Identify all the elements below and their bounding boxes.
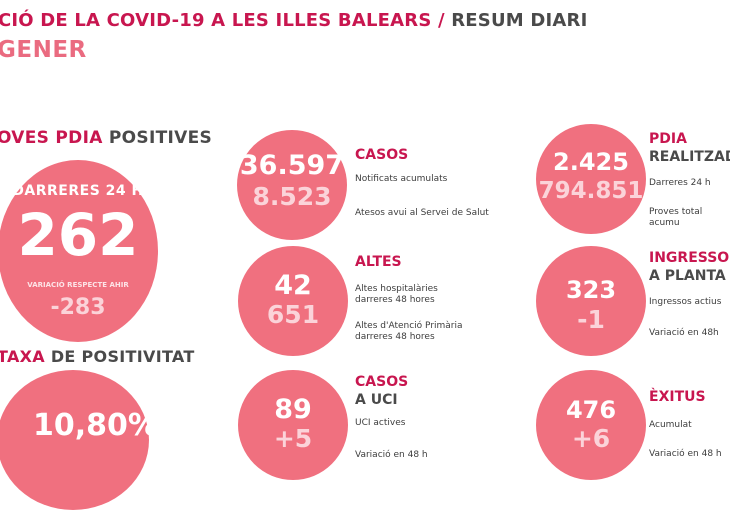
proves-value: 262: [17, 201, 139, 269]
casos-circle: 36.597 8.523: [237, 130, 347, 240]
pdia-title-line-2: REALITZAD: [649, 149, 730, 165]
proves-title: OVES PDIA POSITIVES: [0, 128, 212, 148]
altes-value-main: 42: [274, 270, 312, 301]
altes-label-1: Altes hospitalàries darreres 48 hores: [355, 284, 438, 306]
proves-title-sub: POSITIVES: [102, 128, 213, 148]
ingressos-circle: 323 -1: [536, 246, 646, 356]
proves-period: DARRERES 24 H: [12, 183, 144, 199]
casos-label-2: Atesos avui al Servei de Salut: [355, 208, 489, 218]
taxa-title: TAXA DE POSITIVITAT: [0, 347, 195, 366]
altes-label-2-line-1: Altes d'Atenció Primària: [355, 321, 463, 331]
proves-variation-label: VARIACIÓ RESPECTE AHIR: [27, 281, 129, 289]
exitus-title: ÈXITUS: [649, 389, 706, 405]
pdia-title: PDIA REALITZAD: [649, 130, 730, 166]
ingressos-value-main: 323: [565, 276, 617, 304]
exitus-circle: 476 +6: [536, 370, 646, 480]
taxa-circle: 10,80%: [0, 370, 158, 510]
pdia-title-line-1: PDIA: [649, 131, 687, 147]
ingressos-label-1: Ingressos actius: [649, 297, 722, 307]
ingressos-label-2: Variació en 48h: [649, 328, 719, 338]
altes-title: ALTES: [355, 254, 402, 270]
altes-label-1-line-2: darreres 48 hores: [355, 295, 435, 305]
altes-label-2-line-2: darreres 48 hores: [355, 332, 435, 342]
ingressos-value-sub: -1: [577, 305, 605, 334]
uci-title-line-2: A UCI: [355, 392, 398, 408]
uci-title: CASOS A UCI: [355, 373, 408, 409]
exitus-value-main: 476: [565, 396, 617, 424]
proves-circle: DARRERES 24 H 262 VARIACIÓ RESPECTE AHIR…: [0, 160, 158, 342]
pdia-value-sub: 794.851: [538, 178, 644, 204]
title-sub: RESUM DIARI: [451, 10, 588, 31]
pdia-label-2: Proves total acumu: [649, 207, 703, 228]
page-title: CIÓ DE LA COVID-19 A LES ILLES BALEARS /…: [0, 10, 587, 31]
proves-title-main: OVES PDIA: [0, 128, 103, 148]
uci-title-line-1: CASOS: [355, 374, 409, 390]
altes-circle: 42 651: [238, 246, 348, 356]
title-main: CIÓ DE LA COVID-19 A LES ILLES BALEARS: [0, 10, 432, 31]
exitus-value-sub: +6: [571, 424, 611, 453]
uci-label-2: Variació en 48 h: [355, 450, 428, 460]
title-separator: /: [431, 10, 452, 31]
casos-value-sub: 8.523: [252, 182, 332, 211]
taxa-title-main: TAXA: [0, 347, 45, 366]
pdia-circle: 2.425 794.851: [536, 124, 646, 234]
taxa-value: 10,80%: [33, 408, 158, 443]
uci-label-1: UCI actives: [355, 418, 406, 428]
altes-label-1-line-1: Altes hospitalàries: [355, 284, 438, 294]
ingressos-title-line-1: INGRESSOS: [649, 250, 730, 266]
casos-label-1: Notificats acumulats: [355, 174, 448, 184]
month-label: GENER: [0, 37, 87, 63]
proves-variation: -283: [50, 295, 106, 320]
exitus-label-2: Variació en 48 h: [649, 449, 722, 459]
uci-value-sub: +5: [273, 424, 313, 453]
ingressos-title: INGRESSOS A PLANTA: [649, 249, 730, 285]
casos-title: CASOS: [355, 147, 409, 163]
exitus-label-1: Acumulat: [649, 420, 692, 430]
pdia-label-1: Darreres 24 h: [649, 178, 711, 188]
pdia-value-main: 2.425: [553, 148, 629, 176]
altes-value-sub: 651: [266, 300, 320, 329]
altes-label-2: Altes d'Atenció Primària darreres 48 hor…: [355, 321, 463, 343]
uci-circle: 89 +5: [238, 370, 348, 480]
taxa-title-sub: DE POSITIVITAT: [44, 347, 195, 366]
casos-value-main: 36.597: [239, 150, 345, 181]
ingressos-title-line-2: A PLANTA: [649, 268, 726, 284]
uci-value-main: 89: [274, 394, 312, 425]
